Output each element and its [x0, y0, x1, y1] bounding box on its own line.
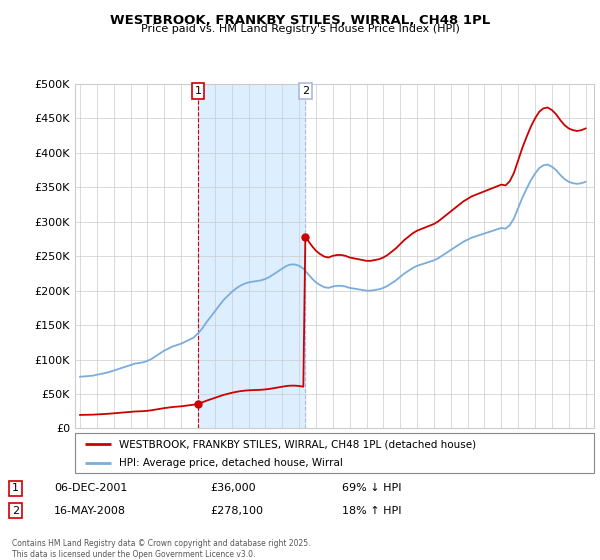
Text: Contains HM Land Registry data © Crown copyright and database right 2025.
This d: Contains HM Land Registry data © Crown c… [12, 539, 311, 559]
Text: 69% ↓ HPI: 69% ↓ HPI [342, 483, 401, 493]
Text: 1: 1 [194, 86, 202, 96]
Text: 16-MAY-2008: 16-MAY-2008 [54, 506, 126, 516]
Text: 2: 2 [302, 86, 309, 96]
Text: 06-DEC-2001: 06-DEC-2001 [54, 483, 127, 493]
Text: WESTBROOK, FRANKBY STILES, WIRRAL, CH48 1PL: WESTBROOK, FRANKBY STILES, WIRRAL, CH48 … [110, 14, 490, 27]
Text: Price paid vs. HM Land Registry's House Price Index (HPI): Price paid vs. HM Land Registry's House … [140, 24, 460, 34]
Text: 18% ↑ HPI: 18% ↑ HPI [342, 506, 401, 516]
Text: 1: 1 [12, 483, 19, 493]
Text: WESTBROOK, FRANKBY STILES, WIRRAL, CH48 1PL (detached house): WESTBROOK, FRANKBY STILES, WIRRAL, CH48 … [119, 439, 476, 449]
Text: 2: 2 [12, 506, 19, 516]
Text: HPI: Average price, detached house, Wirral: HPI: Average price, detached house, Wirr… [119, 458, 343, 468]
FancyBboxPatch shape [75, 433, 594, 473]
Text: £36,000: £36,000 [210, 483, 256, 493]
Bar [198, 84, 305, 428]
Text: £278,100: £278,100 [210, 506, 263, 516]
